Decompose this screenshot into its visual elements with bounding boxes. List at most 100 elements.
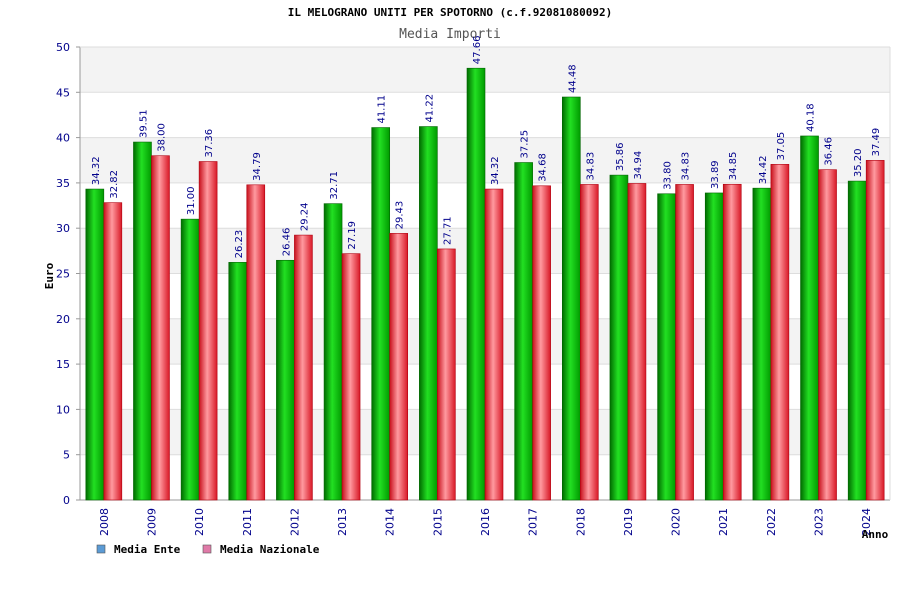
value-label: 26.46 [281,228,292,257]
bar-media-nazionale [770,164,790,501]
legend-label: Media Nazionale [220,543,320,556]
y-axis-label: Euro [43,262,56,289]
x-tick-label: 2014 [384,508,397,536]
x-tick-label: 2015 [431,508,444,536]
x-tick-label: 2020 [670,508,683,536]
bar-media-nazionale [103,202,123,501]
x-tick-label: 2010 [193,508,206,536]
bar-media-nazionale [532,185,551,501]
x-tick-label: 2011 [241,508,254,536]
y-tick-label: 25 [56,268,70,281]
value-label: 34.32 [91,156,102,185]
bar-media-nazionale [484,188,504,501]
chart-subtitle: Media Importi [399,27,501,42]
value-label: 37.25 [520,130,531,159]
x-tick-label: 2019 [622,508,635,536]
x-axis-label: Anno [862,528,889,541]
y-tick-label: 5 [63,449,70,462]
value-label: 33.89 [710,160,721,189]
x-tick-label: 2018 [574,508,587,536]
bar-media-ente [800,135,819,501]
bar-media-ente [561,96,581,501]
value-label: 26.23 [234,230,245,259]
value-label: 34.85 [728,152,739,181]
value-label: 32.71 [329,171,340,200]
bar-media-ente [419,126,438,501]
value-label: 29.24 [299,202,310,231]
x-tick-label: 2008 [98,508,111,536]
bar-media-ente [371,127,391,501]
value-label: 33.80 [663,161,674,190]
x-tick-label: 2012 [288,508,301,536]
bar-media-ente [85,188,105,501]
value-label: 36.46 [824,137,835,166]
y-tick-label: 35 [56,177,70,190]
bar-media-ente [133,141,152,501]
legend-swatch [96,544,106,554]
x-axis-ticks: 2008 2009 2010 2011 2012 2013 2014 2015 2016 2017… [98,508,873,536]
bar-media-nazionale [341,253,361,501]
y-tick-label: 20 [56,313,70,326]
value-label: 34.94 [633,151,644,180]
y-tick-label: 30 [56,222,70,235]
value-label: 37.49 [871,128,882,157]
bar-media-nazionale [198,161,218,501]
value-label: 27.71 [442,216,453,245]
bar-media-nazionale [579,184,599,501]
value-label: 40.18 [806,103,817,132]
bar-media-nazionale [151,155,170,501]
value-label: 35.20 [853,148,864,177]
value-label: 27.19 [347,221,358,250]
bar-media-nazionale [818,169,837,501]
bar-media-nazionale [675,184,694,501]
value-label: 34.42 [758,156,769,185]
value-label: 47.66 [472,36,483,65]
x-tick-label: 2023 [813,508,826,536]
value-label: 37.05 [776,132,787,161]
bar-media-nazionale [437,248,456,501]
x-tick-label: 2013 [336,508,349,536]
bar-media-nazionale [865,160,885,501]
x-tick-label: 2017 [527,508,540,536]
value-labels: 34.32 32.82 39.51 38.00 31.00 37.36 26.23 34.79… [91,36,882,259]
legend-swatch [202,544,212,554]
bars [85,67,885,501]
value-label: 34.32 [490,156,501,185]
value-label: 44.48 [567,64,578,93]
value-label: 29.43 [395,201,406,230]
bar-media-ente [276,259,295,501]
bar-media-ente [228,262,248,501]
value-label: 39.51 [138,109,149,138]
legend-label: Media Ente [114,543,181,556]
bar-media-ente [466,67,486,501]
y-tick-label: 15 [56,358,70,371]
value-label: 34.83 [681,152,692,181]
value-label: 34.83 [585,152,596,181]
bar-media-ente [657,193,676,501]
value-label: 32.82 [109,170,120,199]
bar-media-ente [847,180,867,501]
value-label: 37.36 [204,129,215,158]
value-label: 38.00 [156,123,167,152]
bar-media-ente [180,218,200,501]
y-tick-label: 45 [56,86,70,99]
x-tick-label: 2022 [765,508,778,536]
value-label: 41.22 [424,94,435,123]
bar-media-nazionale [722,183,742,501]
y-axis-ticks: 0 5 10 15 20 25 30 35 40 45 50 [56,41,80,507]
value-label: 34.68 [538,153,549,182]
bar-media-nazionale [627,183,647,501]
x-tick-label: 2009 [145,508,158,536]
x-tick-label: 2021 [717,508,730,536]
value-label: 35.86 [615,142,626,171]
x-tick-label: 2016 [479,508,492,536]
bar-media-ente [752,187,772,501]
value-label: 31.00 [186,186,197,215]
bar-media-ente [609,174,629,501]
value-label: 34.79 [252,152,263,181]
y-tick-label: 10 [56,403,70,416]
value-label: 41.11 [377,95,388,124]
bar-media-ente [323,203,343,501]
bar-media-nazionale [294,234,313,501]
